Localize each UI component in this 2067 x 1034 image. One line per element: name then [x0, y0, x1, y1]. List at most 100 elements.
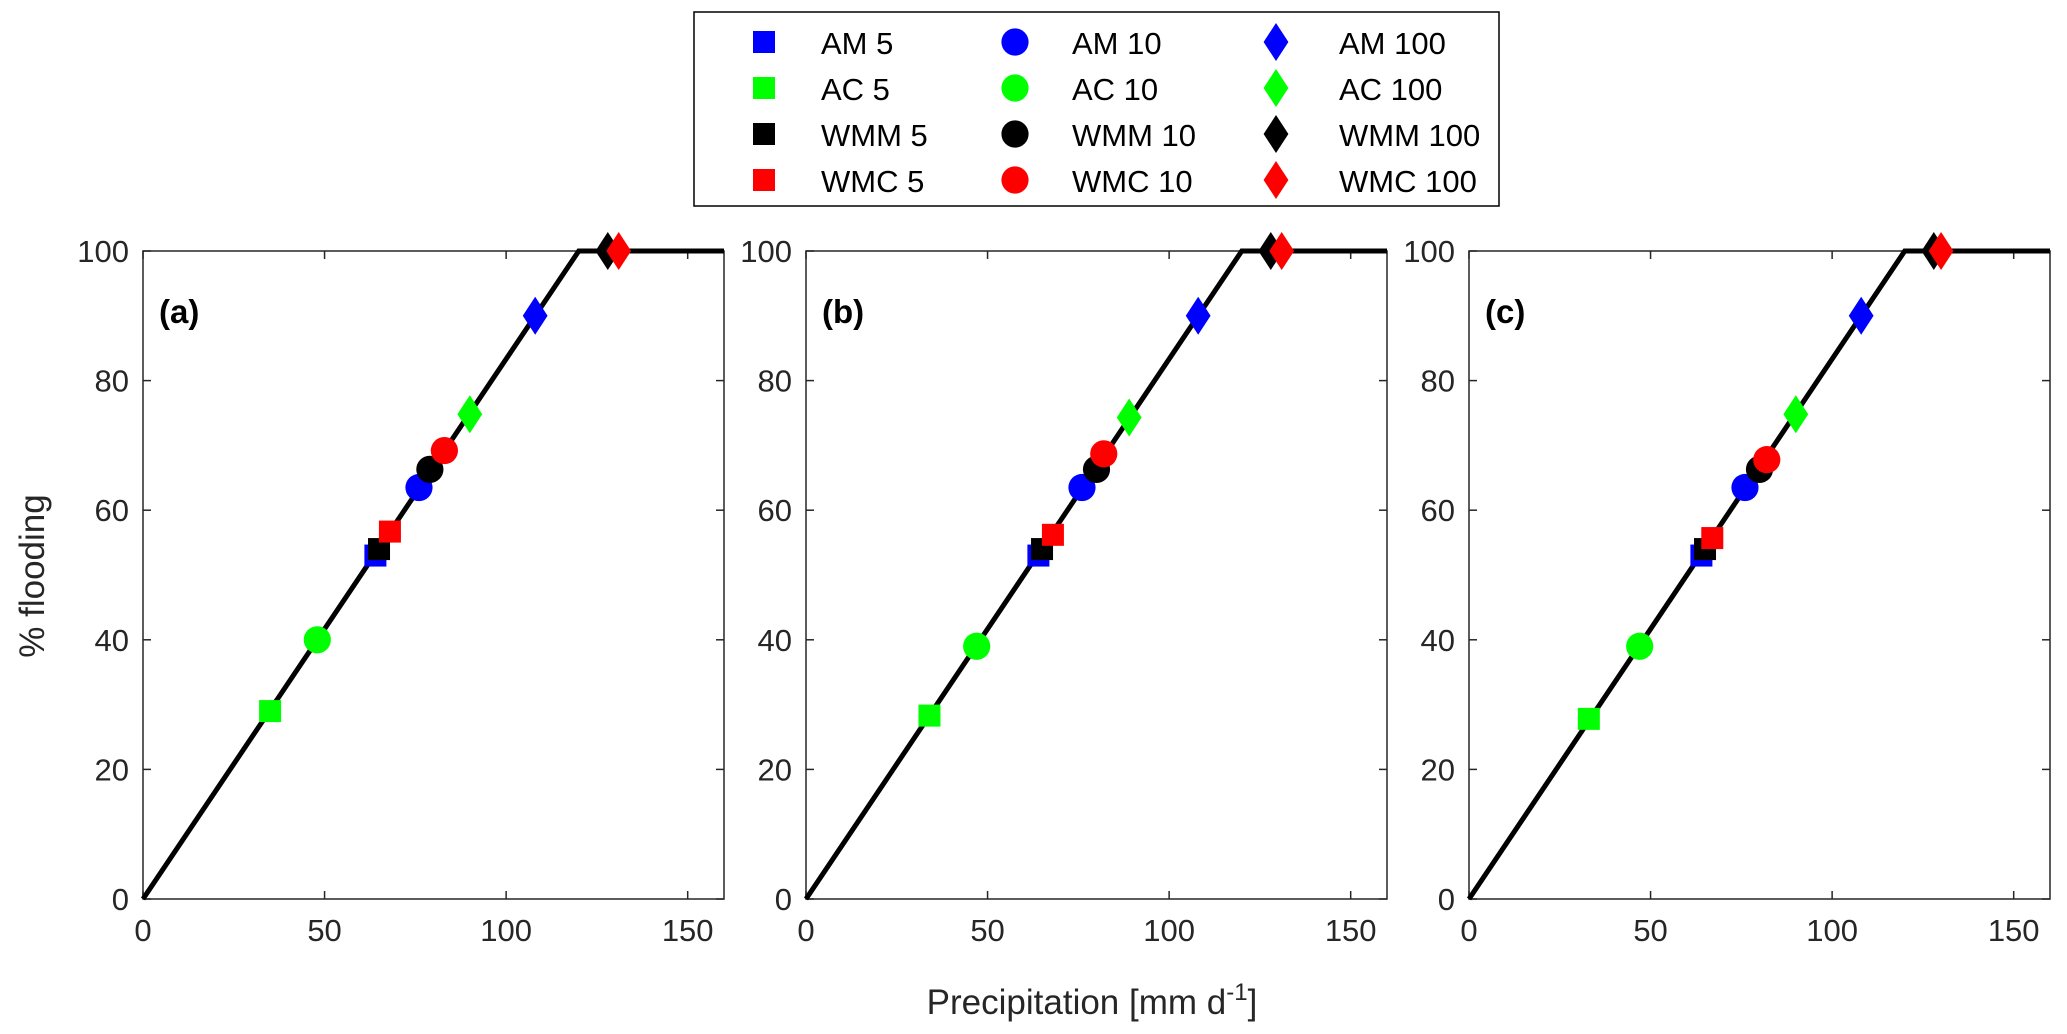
y-tick-label: 0	[1438, 882, 1455, 917]
data-point-ac-5	[1577, 707, 1600, 730]
data-point-wmc-5	[1041, 523, 1064, 546]
x-tick-label: 150	[1988, 913, 2040, 948]
legend-marker-wmm-100	[1263, 115, 1289, 153]
legend-entry-wmc-100: WMC 100	[1263, 161, 1477, 199]
data-point-wmc-100	[1269, 232, 1295, 270]
data-point-wmc-10	[1753, 446, 1781, 474]
x-tick-label: 50	[1633, 913, 1667, 948]
legend-marker-wmc-10	[1001, 166, 1029, 194]
legend-box	[693, 11, 1500, 207]
data-point-wmc-5	[378, 520, 401, 543]
y-tick-label: 40	[758, 623, 792, 658]
data-point-wmc-10	[1090, 440, 1118, 468]
panel-b: 0 20 40 60 80 100 0 50 100 150 (b)	[740, 232, 1388, 948]
x-tick-label: 100	[1806, 913, 1858, 948]
data-point-ac-10	[963, 632, 991, 660]
legend-label-ac-10: AC 10	[1072, 72, 1158, 107]
data-point-wmc-100	[606, 232, 632, 270]
legend-marker-ac-10	[1001, 74, 1029, 102]
y-tick-label: 60	[95, 493, 129, 528]
x-tick-label: 50	[970, 913, 1004, 948]
data-point-ac-100	[457, 395, 483, 434]
y-tick-label: 100	[1403, 234, 1455, 269]
legend-entry-am-5: AM 5	[753, 26, 893, 61]
data-point-ac-10	[303, 626, 331, 654]
plot-area-frame	[142, 250, 725, 900]
data-point-ac-5	[259, 700, 282, 723]
legend-entry-wmm-5: WMM 5	[753, 118, 928, 153]
legend-label-wmm-100: WMM 100	[1339, 118, 1480, 153]
data-point-am-100	[1185, 296, 1211, 335]
legend-marker-ac-5	[753, 77, 775, 99]
y-tick-label: 40	[95, 623, 129, 658]
x-axis-title: Precipitation [mm d-1]	[927, 979, 1258, 1022]
x-tick-label: 0	[797, 913, 814, 948]
legend-marker-wmc-5	[753, 169, 775, 191]
panel-a: 0 20 40 60 80 100 0 50 100 150 (a)	[77, 232, 725, 948]
panel-label: (c)	[1485, 293, 1525, 330]
data-point-ac-100	[1783, 395, 1809, 434]
plot-area-frame	[805, 250, 1388, 900]
plot-area-frame	[1468, 250, 2051, 900]
legend-entry-am-100: AM 100	[1263, 23, 1446, 61]
y-tick-label: 60	[1421, 493, 1455, 528]
x-axis-title-main: Precipitation [mm d	[927, 983, 1227, 1022]
data-point-am-10	[1068, 473, 1096, 502]
data-point-am-100	[522, 296, 548, 335]
flooding-curve-line	[803, 248, 1387, 901]
legend-label-am-100: AM 100	[1339, 26, 1446, 61]
panel-label: (a)	[159, 293, 199, 330]
x-tick-label: 50	[307, 913, 341, 948]
legend-entry-ac-100: AC 100	[1263, 69, 1442, 107]
legend-label-wmm-5: WMM 5	[821, 118, 928, 153]
legend-marker-am-100	[1263, 23, 1289, 61]
x-tick-label: 0	[134, 913, 151, 948]
data-point-wmm-10	[416, 455, 444, 483]
legend-entry-wmm-100: WMM 100	[1263, 115, 1480, 153]
legend-entry-wmc-5: WMC 5	[753, 164, 924, 199]
legend-marker-am-5	[753, 31, 775, 53]
data-point-wmc-100	[1928, 232, 1954, 270]
flooding-curve-line	[1466, 248, 2050, 901]
legend-marker-ac-100	[1263, 69, 1289, 107]
x-tick-label: 150	[1325, 913, 1377, 948]
legend-entry-am-10: AM 10	[1001, 26, 1162, 61]
legend-marker-wmm-5	[753, 123, 775, 145]
y-tick-label: 40	[1421, 623, 1455, 658]
data-point-am-100	[1848, 296, 1874, 335]
legend-entry-wmm-10: WMM 10	[1001, 118, 1196, 153]
x-tick-label: 100	[480, 913, 532, 948]
y-tick-label: 80	[758, 364, 792, 399]
data-point-wmm-5	[368, 538, 391, 561]
x-tick-label: 150	[662, 913, 714, 948]
legend-marker-wmm-10	[1001, 120, 1029, 148]
data-point-wmc-10	[430, 436, 458, 465]
legend-entry-ac-10: AC 10	[1001, 72, 1158, 107]
legend-label-wmc-100: WMC 100	[1339, 164, 1477, 199]
legend-label-ac-5: AC 5	[821, 72, 890, 107]
legend-entry-wmc-10: WMC 10	[1001, 164, 1193, 199]
legend-marker-am-10	[1001, 28, 1029, 56]
data-point-ac-5	[918, 704, 941, 727]
y-tick-label: 80	[1421, 364, 1455, 399]
x-tick-label: 100	[1143, 913, 1195, 948]
legend: AM 5 AC 5 WMM 5 WMC 5 AM 10 AC 10 WMM 10 WMC 10…	[693, 11, 1500, 207]
legend-label-wmc-10: WMC 10	[1072, 164, 1193, 199]
flooding-curve-line	[140, 248, 724, 901]
y-tick-label: 0	[775, 882, 792, 917]
panel-label: (b)	[822, 293, 864, 330]
y-tick-label: 20	[95, 752, 129, 787]
y-tick-label: 20	[758, 752, 792, 787]
y-tick-label: 20	[1421, 752, 1455, 787]
y-tick-label: 0	[112, 882, 129, 917]
y-tick-label: 100	[77, 234, 129, 269]
y-tick-label: 100	[740, 234, 792, 269]
x-axis-title-end: ]	[1248, 983, 1258, 1022]
y-tick-label: 60	[758, 493, 792, 528]
legend-label-ac-100: AC 100	[1339, 72, 1442, 107]
panel-c: 0 20 40 60 80 100 0 50 100 150 (c)	[1403, 232, 2051, 948]
y-axis-title: % flooding	[13, 494, 52, 657]
data-point-ac-100	[1116, 398, 1142, 437]
data-point-am-10	[1731, 473, 1759, 502]
